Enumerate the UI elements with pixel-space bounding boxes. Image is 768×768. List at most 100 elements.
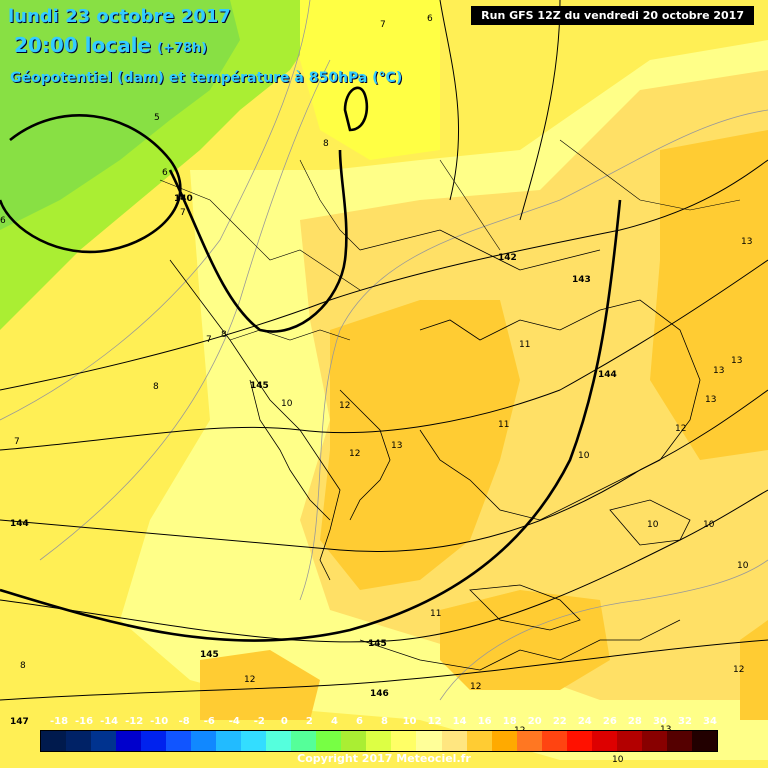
temp-band-14-south [440, 590, 610, 690]
legend-swatch [166, 731, 192, 751]
legend-swatch [366, 731, 392, 751]
coastline-crete [469, 584, 581, 631]
geo-contour-145 [0, 489, 768, 643]
legend-tick-label: 2 [306, 716, 313, 727]
geo-label: 147 [10, 717, 29, 727]
legend-swatch [516, 731, 542, 751]
forecast-time: 20:00 locale (+78h) [14, 33, 207, 57]
geo-label: 144 [598, 370, 617, 380]
temp-label: 7 [380, 20, 386, 30]
temp-band-14-southeast [740, 620, 768, 720]
border-line [229, 329, 351, 341]
temp-label: 11 [430, 609, 441, 619]
temp-label: 10 [612, 755, 624, 765]
isotherm-line [39, 59, 331, 561]
legend-swatch [416, 731, 442, 751]
temp-label: 12 [339, 401, 350, 411]
isotherm-line [299, 109, 768, 601]
main-contour-144 [0, 199, 622, 642]
temp-label: 12 [675, 424, 686, 434]
legend-swatch [391, 731, 417, 751]
temp-label: 7 [206, 335, 212, 345]
temp-label: 7 [180, 208, 186, 218]
legend-swatch [191, 731, 217, 751]
legend-tick-label: 34 [703, 716, 717, 727]
legend-swatch [566, 731, 592, 751]
coastline-cyprus [609, 499, 691, 546]
border-line [299, 159, 361, 251]
legend-swatch [216, 731, 242, 751]
border-line [439, 159, 501, 251]
forecast-offset: (+78h) [157, 41, 208, 56]
temp-label: 10 [647, 520, 659, 530]
temp-label: 6 [427, 14, 433, 24]
legend-tick-label: -6 [204, 716, 215, 727]
geo-label: 145 [200, 650, 219, 660]
legend-tick-label: 4 [331, 716, 338, 727]
trough-contour [168, 149, 348, 333]
legend-tick-label: 24 [578, 716, 592, 727]
legend-swatch [66, 731, 92, 751]
parameter-title: Géopotentiel (dam) et température à 850h… [10, 70, 403, 86]
legend-tick-label: 22 [553, 716, 567, 727]
temp-label: 6 [162, 168, 168, 178]
legend-tick-label: 26 [603, 716, 617, 727]
legend-tick-labels: -18 -16 -14 -12 -10 -8 -6 -4 -2 0 2 4 6 8 10 12 14 16 18 20… [50, 716, 717, 727]
legend-tick-label: 0 [281, 716, 288, 727]
geo-label: 144 [10, 519, 29, 529]
temperature-legend [40, 730, 718, 752]
legend-swatch [616, 731, 642, 751]
legend-tick-label: 28 [628, 716, 642, 727]
main-contours [0, 86, 622, 642]
legend-swatch [491, 731, 517, 751]
legend-tick-label: -8 [179, 716, 190, 727]
legend-swatch [441, 731, 467, 751]
legend-swatch [591, 731, 617, 751]
legend-tick-label: 12 [428, 716, 442, 727]
temp-label: 13 [731, 356, 742, 366]
temp-label: 13 [741, 237, 752, 247]
geopotential-labels: 140 142 143 144 144 145 145 145 146 147 [10, 194, 617, 727]
legend-swatch [141, 731, 167, 751]
small-closed-contour [343, 86, 369, 132]
temp-label: 11 [498, 420, 509, 430]
legend-tick-label: 16 [478, 716, 492, 727]
legend-tick-label: 30 [653, 716, 667, 727]
coastline-anatolia [419, 299, 701, 521]
legend-swatch [341, 731, 367, 751]
temp-label: 10 [703, 520, 715, 530]
legend-tick-label: -12 [125, 716, 143, 727]
legend-swatch [691, 731, 717, 751]
coastline-greece [339, 389, 391, 521]
temp-label: 8 [323, 139, 329, 149]
legend-tick-label: 32 [678, 716, 692, 727]
temp-label: 8 [153, 382, 159, 392]
temp-band-5 [0, 0, 240, 230]
isotherm-line [439, 559, 768, 701]
temp-label: 6 [0, 216, 6, 226]
legend-tick-label: -10 [150, 716, 168, 727]
legend-swatch [666, 731, 692, 751]
legend-swatch [91, 731, 117, 751]
border-line [559, 139, 741, 211]
copyright: Copyright 2017 Meteociel.fr [297, 752, 471, 765]
legend-tick-label: -16 [75, 716, 93, 727]
legend-tick-label: -18 [50, 716, 68, 727]
temp-label: 11 [519, 340, 530, 350]
legend-tick-label: 14 [453, 716, 467, 727]
geo-label: 146 [370, 689, 389, 699]
temp-label: 13 [391, 441, 402, 451]
coastline-adriatic [169, 259, 341, 581]
legend-tick-label: 20 [528, 716, 542, 727]
legend-swatch [641, 731, 667, 751]
country-borders [159, 139, 741, 341]
forecast-time-text: 20:00 locale [14, 33, 151, 57]
temp-band-14-southwest [200, 650, 320, 720]
coastlines [169, 229, 701, 671]
geo-label: 142 [498, 253, 517, 263]
legend-swatch [266, 731, 292, 751]
legend-tick-label: -4 [229, 716, 240, 727]
